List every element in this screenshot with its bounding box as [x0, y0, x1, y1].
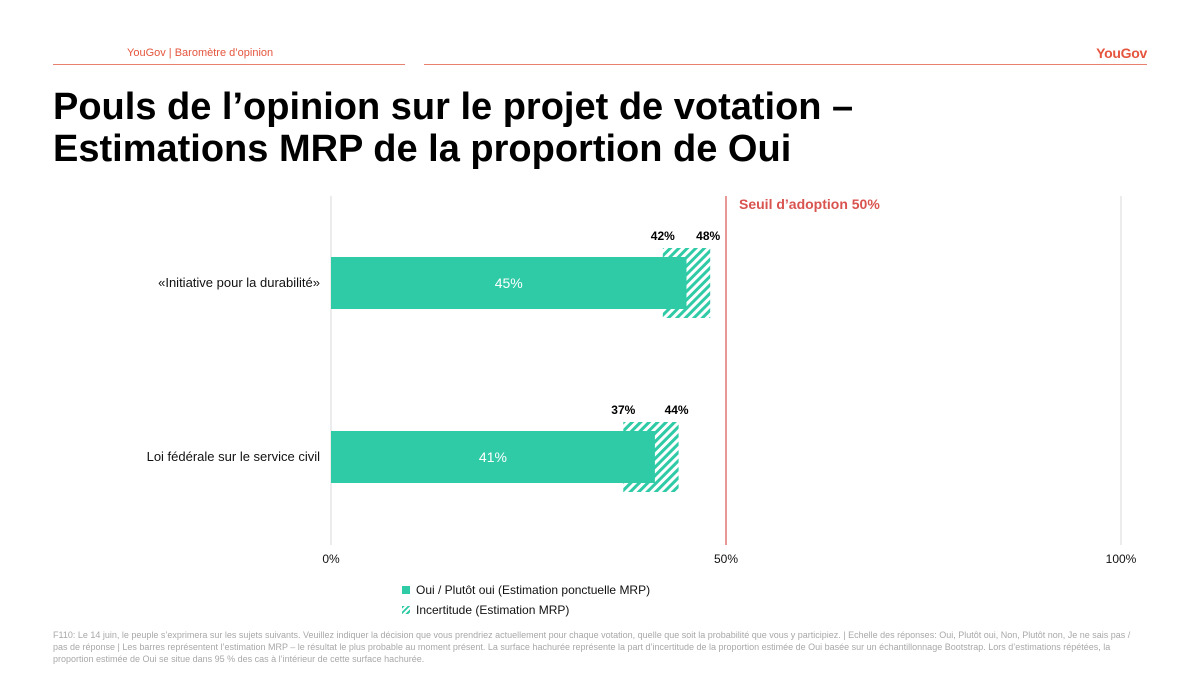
solid-square-icon: [402, 586, 410, 594]
category-label-0: «Initiative pour la durabilité»: [158, 275, 320, 290]
legend-item-uncertainty: Incertitude (Estimation MRP): [402, 600, 650, 620]
x-tick-label-0: 0%: [322, 552, 340, 566]
legend-item-estimate: Oui / Plutôt oui (Estimation ponctuelle …: [402, 580, 650, 600]
title-line-2: Estimations MRP de la proportion de Oui: [53, 128, 792, 170]
page-title: Pouls de l’opinion sur le projet de vota…: [53, 86, 1153, 170]
chart-legend: Oui / Plutôt oui (Estimation ponctuelle …: [402, 580, 650, 620]
footnote: F110: Le 14 juin, le peuple s’exprimera …: [53, 630, 1131, 664]
bar-1: [331, 431, 655, 483]
yougov-logo: YouGov: [1096, 45, 1147, 61]
hatched-square-icon: [402, 606, 410, 614]
header-source-label: YouGov | Baromètre d’opinion: [127, 47, 274, 59]
x-tick-label-100: 100%: [1106, 552, 1137, 566]
threshold-label: Seuil d’adoption 50%: [739, 196, 880, 212]
header-divider-right: [424, 64, 1147, 65]
header-divider-left: [53, 64, 405, 65]
uncertainty-high-label-0: 48%: [696, 229, 720, 243]
uncertainty-low-label-0: 42%: [651, 229, 675, 243]
legend-label-uncertainty: Incertitude (Estimation MRP): [416, 603, 570, 617]
title-line-1: Pouls de l’opinion sur le projet de vota…: [53, 86, 854, 128]
uncertainty-high-label-1: 44%: [665, 403, 689, 417]
bar-0: [331, 257, 687, 309]
category-label-1: Loi fédérale sur le service civil: [147, 449, 321, 464]
uncertainty-low-label-1: 37%: [611, 403, 635, 417]
x-tick-label-50: 50%: [714, 552, 738, 566]
bar-value-label-1: 41%: [479, 449, 507, 465]
bar-value-label-0: 45%: [495, 275, 523, 291]
legend-label-estimate: Oui / Plutôt oui (Estimation ponctuelle …: [416, 583, 651, 597]
